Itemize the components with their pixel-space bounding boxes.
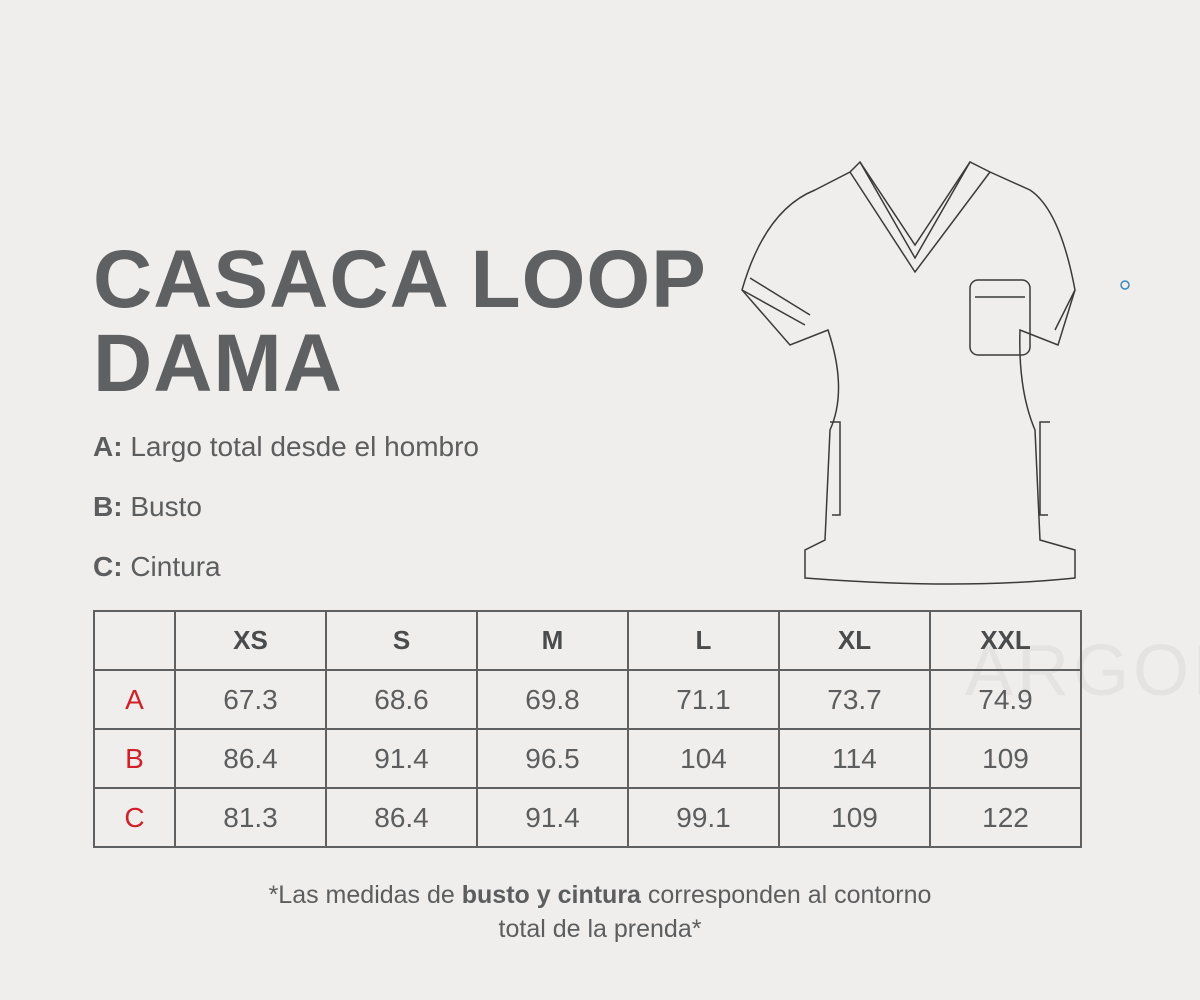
measure-value: 109	[778, 787, 931, 848]
legend: A: Largo total desde el hombro B: Busto C:…	[93, 428, 479, 608]
measure-value: 96.5	[476, 728, 629, 789]
row-label: C	[93, 787, 176, 848]
measure-value: 69.8	[476, 669, 629, 730]
size-header: XL	[778, 610, 931, 671]
title: CASACA LOOP DAMA	[93, 234, 706, 409]
size-header: L	[627, 610, 780, 671]
shirt-illustration	[741, 160, 1130, 585]
size-header: M	[476, 610, 629, 671]
corner-cell	[93, 610, 176, 671]
measure-row: B 86.4 91.4 96.5 104 114 109	[93, 728, 1082, 789]
measure-value: 73.7	[778, 669, 931, 730]
measure-row: C 81.3 86.4 91.4 99.1 109 122	[93, 787, 1082, 848]
footnote-text: *Las medidas de	[268, 881, 462, 909]
measure-value: 86.4	[174, 728, 327, 789]
measure-value: 91.4	[325, 728, 478, 789]
size-header: S	[325, 610, 478, 671]
measure-value: 114	[778, 728, 931, 789]
size-header: XS	[174, 610, 327, 671]
measure-value: 71.1	[627, 669, 780, 730]
measure-value: 99.1	[627, 787, 780, 848]
measure-value: 86.4	[325, 787, 478, 848]
measure-row: A 67.3 68.6 69.8 71.1 73.7 74.9	[93, 669, 1082, 730]
legend-text: Largo total desde el hombro	[130, 431, 480, 462]
header-row: XS S M L XL XXL	[93, 610, 1082, 671]
legend-item: A: Largo total desde el hombro	[93, 428, 479, 488]
measure-value: 104	[627, 728, 780, 789]
measure-value: 81.3	[174, 787, 327, 848]
footnote-bold: busto y cintura	[461, 881, 641, 909]
legend-key: C:	[93, 551, 123, 582]
legend-text: Cintura	[130, 551, 221, 582]
legend-item: C: Cintura	[93, 548, 479, 608]
footnote-text: corresponden al contorno	[640, 881, 932, 909]
measure-value: 67.3	[174, 669, 327, 730]
legend-key: B:	[93, 491, 123, 522]
measure-value: 74.9	[929, 669, 1082, 730]
row-label: B	[93, 728, 176, 789]
size-table: XS S M L XL XXL A 67.3 68.6 69.8 71.1 73.7 74.9 B 86.4…	[93, 610, 1082, 848]
legend-key: A:	[93, 431, 123, 462]
legend-text: Busto	[130, 491, 202, 522]
size-header: XXL	[929, 610, 1082, 671]
measure-value: 109	[929, 728, 1082, 789]
footnote-text: total de la prenda*	[498, 915, 702, 943]
measure-value: 68.6	[325, 669, 478, 730]
measure-value: 91.4	[476, 787, 629, 848]
footnote: *Las medidas de busto y cintura correspo…	[0, 878, 1200, 946]
legend-item: B: Busto	[93, 488, 479, 548]
row-label: A	[93, 669, 176, 730]
measure-value: 122	[929, 787, 1082, 848]
